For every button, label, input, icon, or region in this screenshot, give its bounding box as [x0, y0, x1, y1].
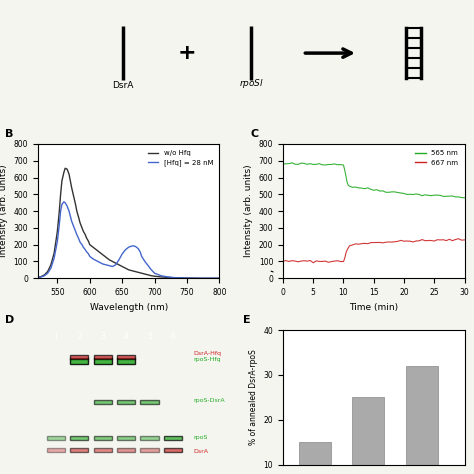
Text: C: C [250, 129, 258, 139]
FancyBboxPatch shape [70, 358, 89, 364]
FancyBboxPatch shape [47, 436, 65, 440]
Text: $rpoSl$: $rpoSl$ [239, 77, 264, 91]
FancyBboxPatch shape [94, 448, 112, 452]
FancyBboxPatch shape [94, 436, 112, 440]
Text: E: E [243, 316, 251, 326]
Text: 4: 4 [124, 332, 128, 341]
Text: 3: 3 [100, 332, 105, 341]
Text: 1: 1 [54, 332, 58, 341]
FancyBboxPatch shape [117, 400, 135, 404]
Text: DsrA-Hfq: DsrA-Hfq [193, 351, 221, 356]
FancyBboxPatch shape [140, 436, 158, 440]
X-axis label: Time (min): Time (min) [349, 302, 398, 311]
Text: D: D [5, 316, 15, 326]
FancyBboxPatch shape [164, 436, 182, 440]
Legend: w/o Hfq, [Hfq] = 28 nM: w/o Hfq, [Hfq] = 28 nM [145, 147, 216, 169]
Text: 6: 6 [170, 332, 175, 341]
Bar [299, 442, 331, 474]
Text: 2: 2 [77, 332, 82, 341]
FancyBboxPatch shape [94, 356, 112, 359]
Y-axis label: Intensity (arb. units): Intensity (arb. units) [244, 165, 253, 257]
FancyBboxPatch shape [117, 436, 135, 440]
Text: rpoS-DsrA: rpoS-DsrA [193, 398, 225, 403]
Text: rpoS: rpoS [193, 435, 208, 440]
FancyBboxPatch shape [140, 400, 158, 404]
FancyBboxPatch shape [164, 448, 182, 452]
FancyBboxPatch shape [70, 356, 89, 359]
FancyBboxPatch shape [70, 436, 89, 440]
FancyBboxPatch shape [94, 400, 112, 404]
X-axis label: Wavelength (nm): Wavelength (nm) [90, 302, 168, 311]
Text: B: B [5, 129, 14, 139]
Legend: 565 nm, 667 nm: 565 nm, 667 nm [412, 147, 461, 168]
FancyBboxPatch shape [117, 356, 135, 359]
Y-axis label: Intensity (arb. units): Intensity (arb. units) [0, 165, 8, 257]
FancyBboxPatch shape [140, 448, 158, 452]
FancyBboxPatch shape [117, 448, 135, 452]
Bar [352, 397, 384, 474]
FancyBboxPatch shape [47, 448, 65, 452]
FancyBboxPatch shape [70, 448, 89, 452]
Text: DsrA: DsrA [193, 448, 209, 454]
Text: +: + [178, 43, 197, 63]
Bar [406, 366, 438, 474]
Text: DsrA: DsrA [112, 82, 134, 91]
Text: 5: 5 [147, 332, 152, 341]
Y-axis label: % of annealed DsrA-rpoS: % of annealed DsrA-rpoS [249, 349, 258, 445]
Text: rpoS-Hfq: rpoS-Hfq [193, 357, 221, 362]
FancyBboxPatch shape [94, 358, 112, 364]
FancyBboxPatch shape [117, 358, 135, 364]
